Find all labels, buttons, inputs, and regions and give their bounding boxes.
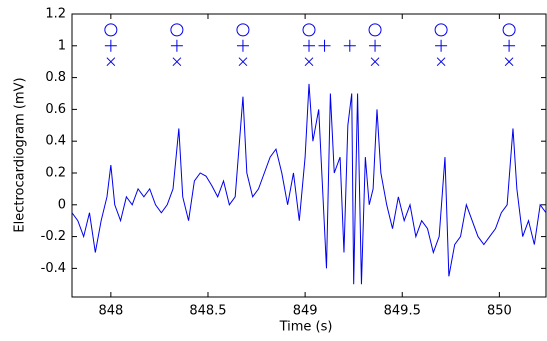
x-marker — [436, 57, 446, 67]
y-tick-label: -0.4 — [41, 261, 66, 276]
plus-marker — [303, 39, 315, 52]
circle-marker — [368, 23, 382, 37]
x-axis-label: Time (s) — [279, 320, 333, 335]
plus-marker — [343, 39, 356, 52]
x-marker — [304, 57, 314, 67]
x-tick-label: 848.5 — [189, 304, 226, 319]
circle-marker — [502, 23, 516, 37]
y-tick-label: 0 — [58, 197, 66, 212]
circle-marker — [236, 23, 250, 37]
x-marker — [238, 57, 248, 67]
x-marker — [172, 57, 182, 67]
y-tick-label: 1.2 — [45, 7, 66, 22]
x-tick-label: 848 — [98, 304, 123, 319]
circle-marker — [302, 23, 316, 37]
circle-marker — [434, 23, 448, 37]
circle-marker — [104, 23, 118, 37]
ecg-line — [71, 83, 547, 285]
plus-marker — [435, 39, 448, 52]
x-marker — [106, 57, 116, 67]
plus-marker — [369, 39, 382, 52]
y-tick-label: 0.8 — [45, 70, 66, 85]
y-tick-label: 0.4 — [45, 134, 66, 149]
y-tick-label: 0.6 — [45, 102, 66, 117]
plus-marker — [170, 39, 183, 52]
y-tick-label: 1 — [58, 38, 66, 53]
x-tick-label: 849 — [293, 304, 318, 319]
y-tick-label: -0.2 — [41, 229, 66, 244]
y-axis-label: Electrocardiogram (mV) — [13, 77, 28, 232]
x-tick-label: 850 — [487, 304, 512, 319]
plus-marker — [503, 39, 516, 52]
plus-marker — [104, 39, 117, 52]
circle-marker — [170, 23, 184, 37]
x-marker — [370, 57, 380, 67]
y-tick-label: 0.2 — [45, 165, 66, 180]
plot-area — [71, 13, 547, 298]
plus-marker — [318, 39, 331, 52]
plus-marker — [236, 39, 249, 52]
x-tick-label: 849.5 — [384, 304, 421, 319]
x-marker — [504, 57, 514, 67]
